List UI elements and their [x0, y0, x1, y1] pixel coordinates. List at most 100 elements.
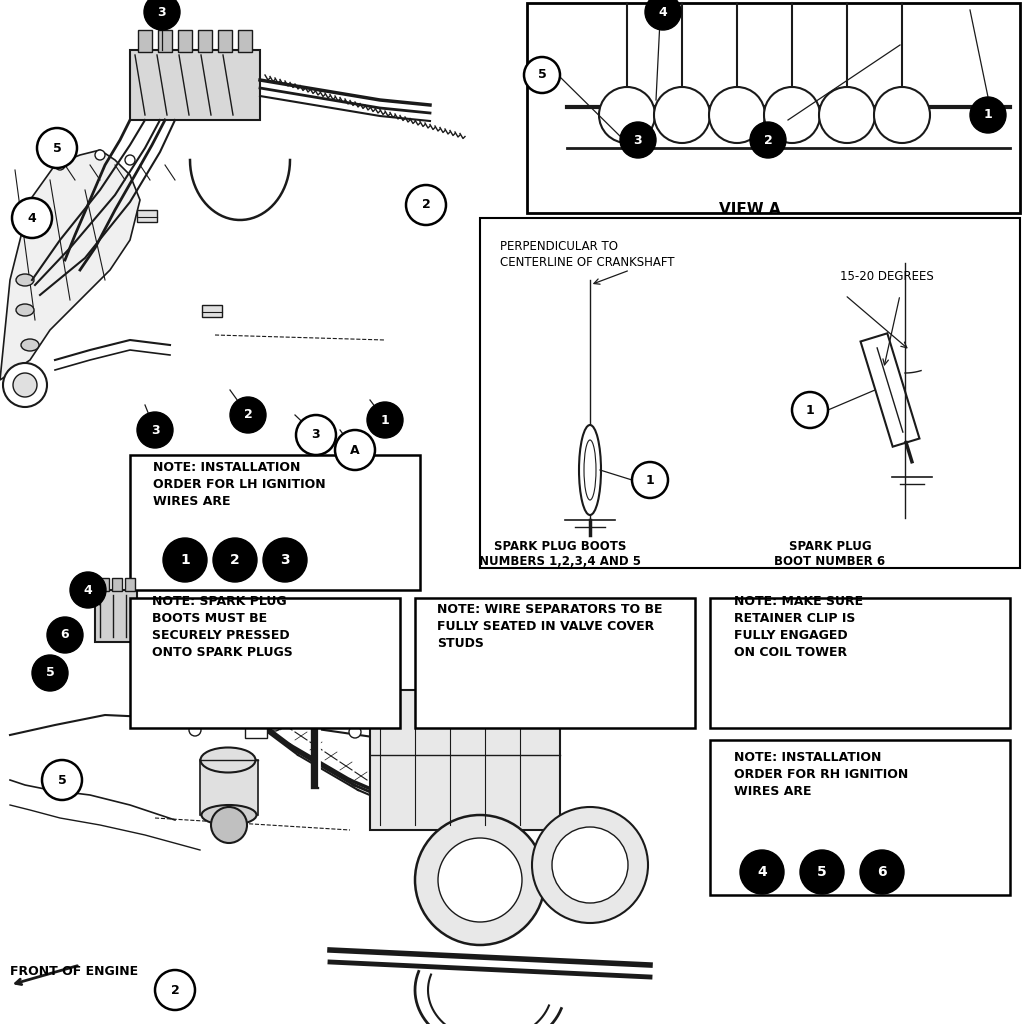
Bar [130, 50, 260, 120]
Text: PERPENDICULAR TO
CENTERLINE OF CRANKSHAFT: PERPENDICULAR TO CENTERLINE OF CRANKSHAF… [500, 240, 675, 269]
Text: 3: 3 [158, 5, 166, 18]
Circle shape [42, 760, 82, 800]
Circle shape [367, 402, 403, 438]
Circle shape [144, 0, 180, 30]
Circle shape [137, 412, 173, 449]
Circle shape [95, 150, 105, 160]
Circle shape [269, 719, 281, 731]
Text: NOTE: INSTALLATION
ORDER FOR LH IGNITION
WIRES ARE: NOTE: INSTALLATION ORDER FOR LH IGNITION… [154, 461, 326, 508]
Circle shape [970, 97, 1006, 133]
Text: 15-20 DEGREES: 15-20 DEGREES [840, 270, 934, 283]
Text: 3: 3 [634, 133, 642, 146]
Polygon shape [0, 150, 140, 380]
Ellipse shape [584, 440, 596, 500]
Text: 3: 3 [281, 553, 290, 567]
Text: 5: 5 [57, 773, 67, 786]
Circle shape [13, 373, 37, 397]
Circle shape [860, 850, 904, 894]
Circle shape [211, 807, 247, 843]
Circle shape [189, 724, 201, 736]
Circle shape [620, 122, 656, 158]
Bar [158, 30, 172, 52]
Bar [415, 598, 695, 728]
Circle shape [125, 155, 135, 165]
Circle shape [819, 87, 874, 143]
Text: NOTE: MAKE SURE
RETAINER CLIP IS
FULLY ENGAGED
ON COIL TOWER: NOTE: MAKE SURE RETAINER CLIP IS FULLY E… [734, 595, 863, 658]
Circle shape [599, 87, 655, 143]
Circle shape [70, 572, 106, 608]
Circle shape [438, 838, 522, 922]
Text: 5: 5 [46, 667, 54, 680]
Text: 3: 3 [151, 424, 160, 436]
Circle shape [155, 970, 195, 1010]
Text: 3: 3 [311, 428, 321, 441]
Circle shape [874, 87, 930, 143]
Text: 2: 2 [764, 133, 772, 146]
Circle shape [406, 185, 446, 225]
Ellipse shape [16, 304, 34, 316]
Text: 1: 1 [806, 403, 814, 417]
Text: 2: 2 [244, 409, 252, 422]
Bar [99, 578, 109, 591]
Circle shape [3, 362, 47, 407]
Bar [200, 760, 258, 815]
Circle shape [37, 128, 77, 168]
Circle shape [55, 160, 65, 170]
Circle shape [645, 0, 681, 30]
Circle shape [296, 415, 336, 455]
Circle shape [524, 57, 560, 93]
Bar [95, 590, 137, 642]
Ellipse shape [201, 748, 256, 772]
Circle shape [335, 430, 375, 470]
Circle shape [740, 850, 784, 894]
Circle shape [230, 397, 266, 433]
Text: SPARK PLUG BOOTS
NUMBERS 1,2,3,4 AND 5: SPARK PLUG BOOTS NUMBERS 1,2,3,4 AND 5 [479, 540, 641, 568]
Text: 5: 5 [817, 865, 826, 879]
Circle shape [709, 87, 765, 143]
Text: 1: 1 [645, 473, 654, 486]
Bar [370, 690, 560, 830]
Text: 5: 5 [52, 141, 61, 155]
Text: VIEW A: VIEW A [719, 202, 781, 217]
Bar [480, 218, 1020, 568]
Circle shape [213, 538, 257, 582]
Text: NOTE: SPARK PLUG
BOOTS MUST BE
SECURELY PRESSED
ONTO SPARK PLUGS: NOTE: SPARK PLUG BOOTS MUST BE SECURELY … [152, 595, 292, 658]
Text: 2: 2 [422, 199, 430, 212]
Circle shape [12, 198, 52, 238]
Circle shape [349, 726, 361, 738]
Bar [202, 305, 222, 317]
Bar [178, 30, 193, 52]
Bar [198, 30, 212, 52]
Bar [710, 740, 1010, 895]
Text: 4: 4 [757, 865, 767, 879]
Circle shape [32, 655, 68, 691]
Bar [710, 598, 1010, 728]
Bar [112, 578, 122, 591]
Text: NOTE: INSTALLATION
ORDER FOR RH IGNITION
WIRES ARE: NOTE: INSTALLATION ORDER FOR RH IGNITION… [734, 751, 908, 798]
Ellipse shape [16, 274, 34, 286]
Ellipse shape [579, 425, 601, 515]
Text: 1: 1 [381, 414, 389, 427]
Text: 4: 4 [84, 584, 92, 597]
Text: NOTE: WIRE SEPARATORS TO BE
FULLY SEATED IN VALVE COVER
STUDS: NOTE: WIRE SEPARATORS TO BE FULLY SEATED… [437, 603, 663, 650]
Ellipse shape [202, 805, 256, 825]
Text: SPARK PLUG
BOOT NUMBER 6: SPARK PLUG BOOT NUMBER 6 [774, 540, 886, 568]
Text: 1: 1 [180, 553, 189, 567]
Circle shape [792, 392, 828, 428]
Circle shape [764, 87, 820, 143]
Text: FRONT OF ENGINE: FRONT OF ENGINE [10, 965, 138, 978]
Text: 6: 6 [60, 629, 70, 641]
Circle shape [47, 617, 83, 653]
Text: 4: 4 [658, 5, 668, 18]
Polygon shape [860, 333, 920, 446]
Bar [527, 3, 1020, 213]
Ellipse shape [22, 339, 39, 351]
Bar [238, 30, 252, 52]
Bar [245, 724, 267, 738]
Circle shape [415, 815, 545, 945]
Circle shape [552, 827, 628, 903]
Circle shape [800, 850, 844, 894]
Text: 1: 1 [984, 109, 992, 122]
Circle shape [532, 807, 648, 923]
Circle shape [654, 87, 710, 143]
